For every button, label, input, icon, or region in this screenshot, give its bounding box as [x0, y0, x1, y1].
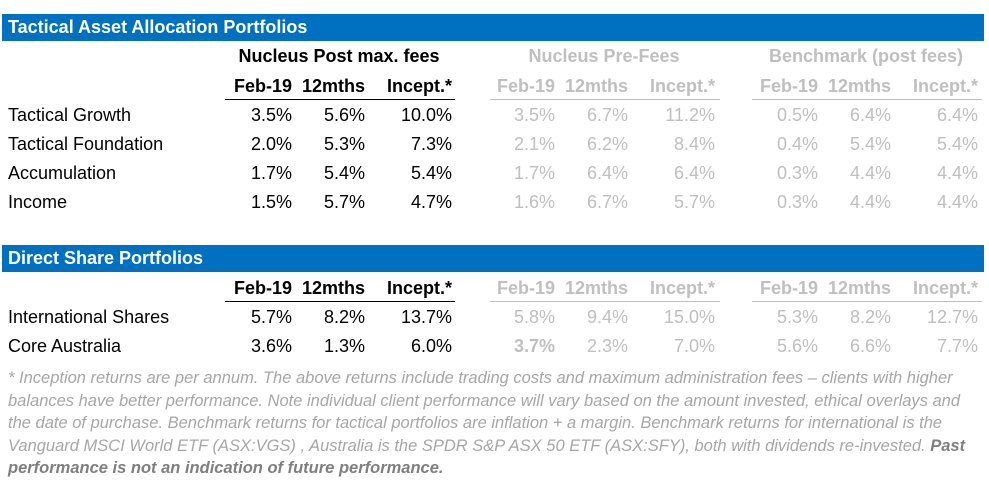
group-header-bench: Benchmark (post fees): [768, 46, 964, 66]
value-cell: 4.4%: [849, 163, 891, 183]
col-header: Incept.*: [912, 76, 978, 96]
value-cell: 8.4%: [673, 134, 715, 154]
value-cell: 6.4%: [586, 163, 628, 183]
value-cell: 6.6%: [849, 336, 891, 356]
group-header-post: Nucleus Post max. fees: [238, 46, 440, 66]
value-cell: 1.6%: [513, 192, 555, 212]
value-cell: 15.0%: [663, 307, 715, 327]
col-header: Incept.*: [386, 278, 452, 298]
header-underline: [225, 301, 455, 302]
col-header: Incept.*: [912, 278, 978, 298]
value-cell: 1.3%: [323, 336, 365, 356]
row-label: Tactical Growth: [8, 105, 132, 125]
value-cell: 6.4%: [849, 105, 891, 125]
footnote-text: * Inception returns are per annum. The a…: [8, 369, 961, 455]
row-label: International Shares: [8, 307, 170, 327]
value-cell: 6.7%: [586, 192, 628, 212]
value-cell: 5.4%: [936, 134, 978, 154]
value-cell: 11.2%: [665, 105, 715, 125]
value-cell: 6.0%: [410, 336, 452, 356]
col-header: 12mths: [301, 278, 365, 298]
value-cell: 5.6%: [776, 336, 818, 356]
value-cell: 6.7%: [586, 105, 628, 125]
value-cell: 4.4%: [936, 163, 978, 183]
value-cell: 5.3%: [323, 134, 365, 154]
col-header: Incept.*: [649, 278, 715, 298]
value-cell: 7.3%: [410, 134, 452, 154]
col-header: Feb-19: [496, 278, 555, 298]
value-cell: 0.5%: [776, 105, 818, 125]
header-underline: [752, 301, 982, 302]
col-header: Incept.*: [649, 76, 715, 96]
value-cell: 1.7%: [250, 163, 292, 183]
value-cell: 3.5%: [250, 105, 292, 125]
col-header: 12mths: [301, 76, 365, 96]
disclaimer-footnote: * Inception returns are per annum. The a…: [8, 367, 978, 480]
footnote-emphasis: Past performance is not an indication of…: [8, 436, 966, 478]
value-cell: 5.7%: [250, 307, 292, 327]
value-cell: 7.0%: [673, 336, 715, 356]
value-cell: 13.7%: [400, 307, 452, 327]
group-header-pre: Nucleus Pre-Fees: [528, 46, 680, 66]
value-cell: 3.5%: [513, 105, 555, 125]
header-underline: [490, 301, 720, 302]
col-header: Incept.*: [386, 76, 452, 96]
value-cell: 3.7%: [513, 336, 555, 356]
value-cell: 2.3%: [586, 336, 628, 356]
value-cell: 2.0%: [250, 134, 292, 154]
value-cell: 1.5%: [250, 192, 292, 212]
value-cell: 8.2%: [323, 307, 365, 327]
col-header: Feb-19: [759, 76, 818, 96]
value-cell: 9.4%: [586, 307, 628, 327]
col-header: Feb-19: [759, 278, 818, 298]
tactical-section-title: Tactical Asset Allocation Portfolios: [2, 14, 984, 41]
value-cell: 5.8%: [513, 307, 555, 327]
value-cell: 0.4%: [776, 134, 818, 154]
value-cell: 5.7%: [323, 192, 365, 212]
value-cell: 0.3%: [776, 163, 818, 183]
row-label: Accumulation: [8, 163, 117, 183]
col-header: Feb-19: [496, 76, 555, 96]
value-cell: 0.3%: [776, 192, 818, 212]
value-cell: 6.2%: [586, 134, 628, 154]
value-cell: 5.4%: [323, 163, 365, 183]
col-header: 12mths: [564, 76, 628, 96]
header-underline: [752, 99, 982, 100]
value-cell: 7.7%: [936, 336, 978, 356]
value-cell: 4.7%: [410, 192, 452, 212]
value-cell: 5.7%: [673, 192, 715, 212]
col-header: Feb-19: [233, 76, 292, 96]
row-label: Core Australia: [8, 336, 122, 356]
value-cell: 5.3%: [776, 307, 818, 327]
value-cell: 3.6%: [250, 336, 292, 356]
value-cell: 10.0%: [400, 105, 452, 125]
value-cell: 12.7%: [926, 307, 978, 327]
value-cell: 2.1%: [513, 134, 555, 154]
row-label: Income: [8, 192, 68, 212]
value-cell: 6.4%: [936, 105, 978, 125]
value-cell: 8.2%: [849, 307, 891, 327]
direct-section-title: Direct Share Portfolios: [2, 245, 984, 272]
col-header: 12mths: [564, 278, 628, 298]
value-cell: 4.4%: [849, 192, 891, 212]
value-cell: 6.4%: [673, 163, 715, 183]
col-header: 12mths: [827, 278, 891, 298]
col-header: Feb-19: [233, 278, 292, 298]
row-label: Tactical Foundation: [8, 134, 164, 154]
value-cell: 1.7%: [513, 163, 555, 183]
col-header: 12mths: [827, 76, 891, 96]
value-cell: 4.4%: [936, 192, 978, 212]
value-cell: 5.4%: [410, 163, 452, 183]
header-underline: [490, 99, 720, 100]
value-cell: 5.6%: [323, 105, 365, 125]
header-underline: [225, 99, 455, 100]
value-cell: 5.4%: [849, 134, 891, 154]
